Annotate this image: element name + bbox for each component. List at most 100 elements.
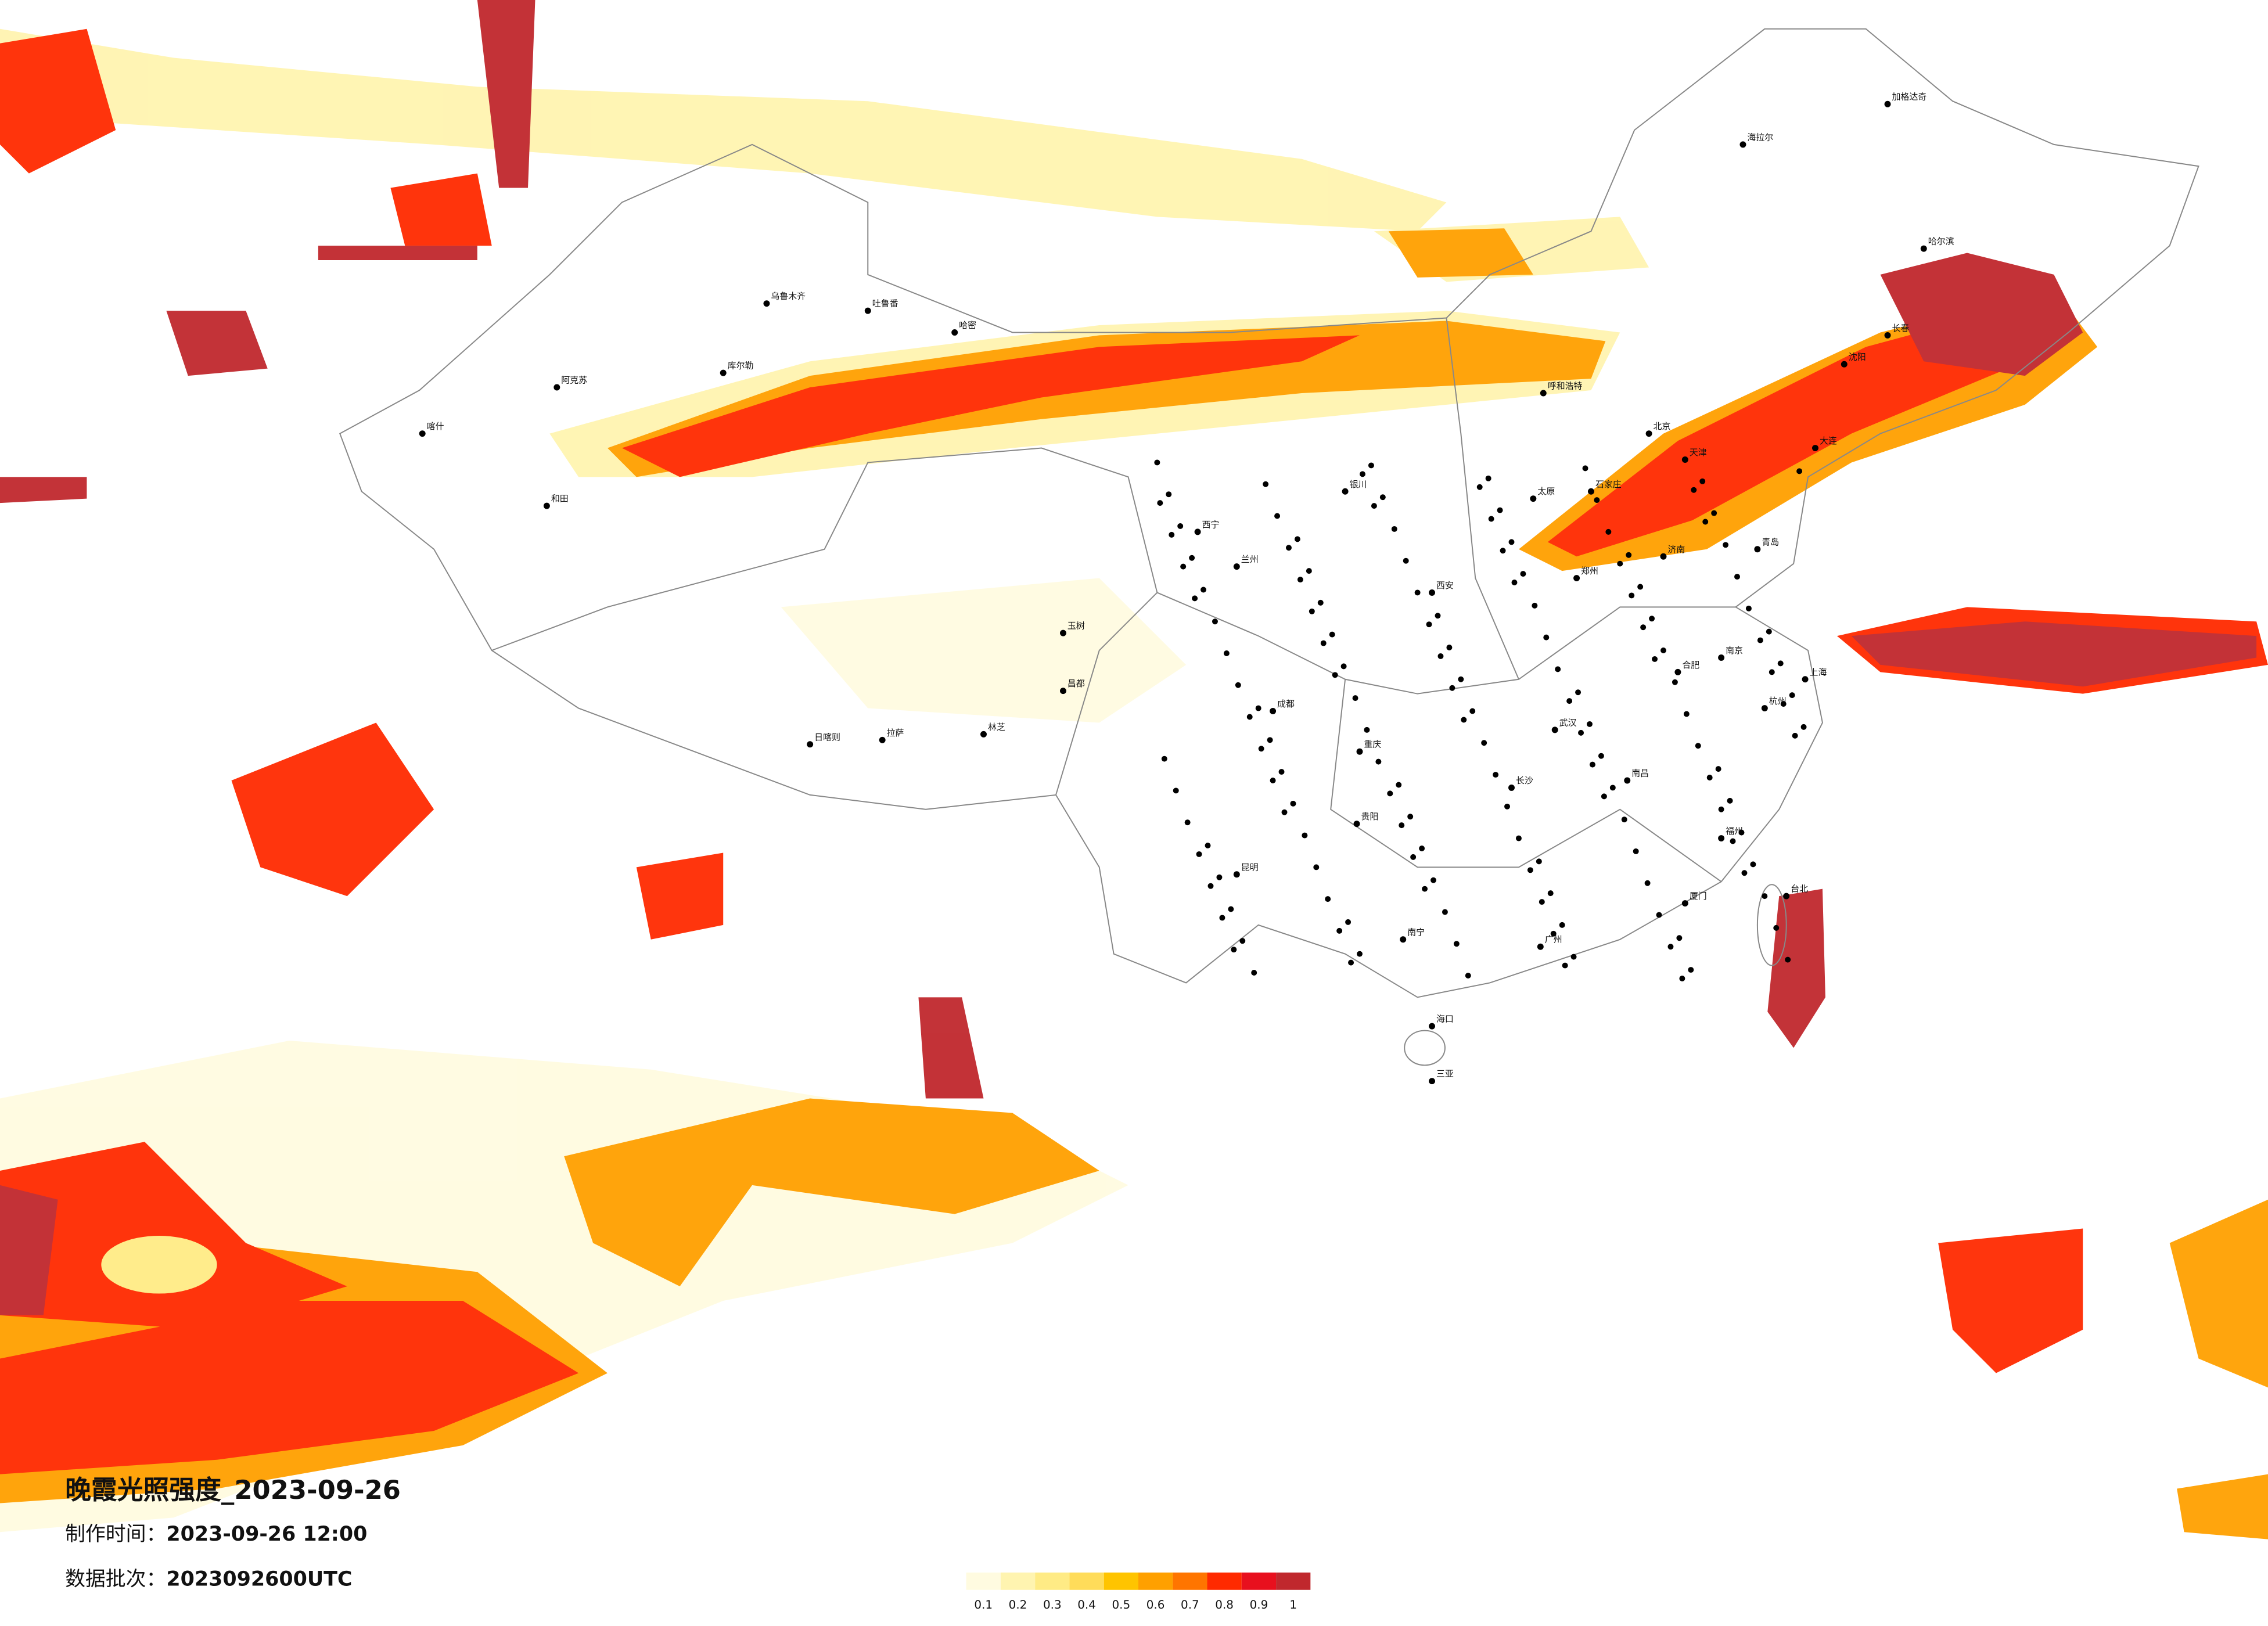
province-border xyxy=(1156,592,1736,695)
glow-area xyxy=(781,578,1187,723)
city-dot xyxy=(1718,806,1724,812)
city-dot xyxy=(1754,546,1761,553)
city-dot xyxy=(1212,618,1218,625)
city-dot xyxy=(1493,772,1499,778)
city-label: 兰州 xyxy=(1241,554,1259,564)
city-dot xyxy=(1511,580,1518,585)
city-dot xyxy=(1504,803,1511,810)
city-dot xyxy=(1375,758,1382,765)
province-border xyxy=(1330,679,1722,883)
city-dot xyxy=(1414,589,1421,596)
legend-label: 0.7 xyxy=(1181,1598,1199,1611)
city-dot xyxy=(1550,930,1557,937)
city-dot xyxy=(1476,484,1483,490)
city-label: 乌鲁木齐 xyxy=(771,291,806,301)
city-label: 拉萨 xyxy=(887,728,904,738)
city-dot xyxy=(1841,361,1848,368)
city-dot xyxy=(1353,821,1360,828)
legend-swatch xyxy=(1138,1572,1173,1590)
data-batch: 数据批次：2023092600UTC xyxy=(65,1567,352,1591)
city-dot xyxy=(1173,787,1179,794)
city-label: 南宁 xyxy=(1407,927,1425,937)
city-dot xyxy=(1290,800,1296,807)
province-border xyxy=(491,447,1158,796)
glow-area xyxy=(166,311,268,376)
legend-swatch xyxy=(1035,1572,1070,1590)
city-dot xyxy=(1169,531,1175,538)
city-label: 库尔勒 xyxy=(728,361,754,371)
legend-label: 0.4 xyxy=(1077,1598,1096,1611)
city-label: 昌都 xyxy=(1067,678,1085,689)
city-dot xyxy=(1429,1078,1436,1085)
city-dot xyxy=(1660,647,1666,653)
city-dot xyxy=(1435,613,1441,619)
city-dot xyxy=(1228,906,1234,912)
city-dot xyxy=(1233,871,1240,878)
city-dot xyxy=(1741,870,1748,876)
city-label: 吐鲁番 xyxy=(872,298,898,309)
city-dot xyxy=(1481,740,1487,746)
city-dot xyxy=(1527,867,1533,873)
glow-area xyxy=(0,1185,58,1315)
city-dot xyxy=(1629,592,1635,599)
city-label: 石家庄 xyxy=(1595,479,1622,490)
city-dot xyxy=(1688,967,1694,973)
city-dot xyxy=(1540,390,1547,397)
city-label: 贵阳 xyxy=(1361,811,1378,822)
city-dot xyxy=(1578,729,1584,736)
city-dot xyxy=(1270,708,1277,715)
country-border xyxy=(339,28,2199,998)
city-dot xyxy=(1258,746,1264,752)
city-dot xyxy=(1297,577,1303,583)
city-dot xyxy=(1652,656,1658,662)
city-dot xyxy=(1285,545,1292,551)
city-dot xyxy=(1718,654,1725,661)
city-dot xyxy=(1345,919,1352,925)
legend-label: 0.3 xyxy=(1043,1598,1062,1611)
glow-area xyxy=(0,28,116,174)
legend-swatch xyxy=(966,1572,1001,1590)
city-dot xyxy=(1329,631,1335,638)
city-dot xyxy=(1530,495,1537,502)
city-dot xyxy=(553,384,560,391)
city-label: 太原 xyxy=(1537,486,1555,497)
glow-area xyxy=(318,246,477,260)
city-label: 合肥 xyxy=(1682,660,1699,670)
city-dot xyxy=(1789,692,1795,699)
city-dot xyxy=(1575,689,1582,696)
city-dot xyxy=(1442,909,1448,915)
city-dot xyxy=(1461,717,1467,723)
city-dot xyxy=(1340,663,1347,670)
city-dot xyxy=(1399,822,1405,829)
glow-area xyxy=(2169,1199,2268,1388)
city-dot xyxy=(1674,668,1681,675)
city-dot xyxy=(1342,488,1349,495)
city-dot xyxy=(1356,748,1363,755)
city-dot xyxy=(1233,563,1240,570)
city-label: 长春 xyxy=(1892,323,1909,333)
city-label: 哈密 xyxy=(959,320,976,330)
city-dot xyxy=(1777,660,1784,667)
city-label: 长沙 xyxy=(1516,775,1533,786)
city-dot xyxy=(1624,777,1631,784)
city-dot xyxy=(1396,782,1402,788)
city-dot xyxy=(1520,571,1526,577)
city-dot xyxy=(1453,941,1460,947)
glow-area xyxy=(0,477,87,503)
city-dot xyxy=(1189,555,1195,561)
city-dot xyxy=(1649,616,1655,622)
glow-area xyxy=(231,722,434,897)
city-dot xyxy=(1263,481,1269,487)
legend-label: 0.5 xyxy=(1112,1598,1130,1611)
city-dot xyxy=(1640,624,1647,631)
glow-area xyxy=(0,28,1447,232)
city-label: 海口 xyxy=(1436,1014,1454,1024)
city-label: 昆明 xyxy=(1241,862,1259,872)
city-dot xyxy=(1281,809,1288,815)
legend-label: 1 xyxy=(1289,1598,1297,1611)
city-label: 沈阳 xyxy=(1849,352,1866,362)
city-dot xyxy=(419,430,426,437)
borders xyxy=(339,28,2199,1066)
city-dot xyxy=(1727,797,1733,804)
city-dot xyxy=(1446,645,1453,650)
